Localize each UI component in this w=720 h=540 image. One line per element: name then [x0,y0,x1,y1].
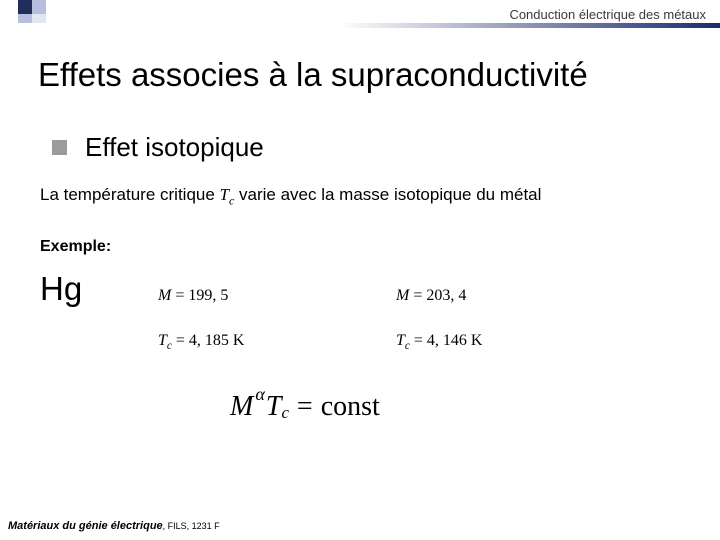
formula-eq: = [297,391,313,423]
formula-M: M [230,391,253,423]
logo-sq-tl [18,0,32,14]
formula-alpha: α [255,384,265,405]
slide-footer: Matériaux du génie électrique, FILS, 123… [8,520,220,532]
isotope-table: Hg M = 199, 5 M = 203, 4 Tc = 4, 185 K T… [40,270,720,352]
header-text: Conduction électrique des métaux [509,7,706,22]
spacer [40,326,158,352]
bullet-icon [52,140,67,155]
isotope-row-tc: Tc = 4, 185 K Tc = 4, 146 K [40,326,720,352]
bullet-label: Effet isotopique [85,132,264,163]
formula-T: T [266,391,282,423]
iso-0-mass: M = 199, 5 [158,281,396,305]
iso-0-tc: Tc = 4, 185 K [158,326,396,352]
iso-1-mass: M = 203, 4 [396,281,634,305]
formula-const: const [321,391,380,423]
formula-c: c [281,403,288,423]
isotope-row-mass: Hg M = 199, 5 M = 203, 4 [40,270,720,308]
desc-suffix: varie avec la masse isotopique du métal [234,185,541,204]
header-title-wrap: Conduction électrique des métaux [46,7,720,22]
iso-1-tc: Tc = 4, 146 K [396,326,634,352]
element-symbol: Hg [40,270,158,308]
formula: MαTc=const [230,391,720,423]
slide-title: Effets associes à la supraconductivité [38,56,720,94]
desc-prefix: La température critique [40,185,220,204]
header-underline [0,23,720,28]
slide-header: Conduction électrique des métaux [0,0,720,28]
logo-sq-tr [32,0,46,14]
footer-rest: , FILS, 1231 F [163,521,220,531]
exemple-label: Exemple: [40,238,720,256]
description: La température critique Tc varie avec la… [40,185,720,208]
bullet-row: Effet isotopique [52,132,720,163]
desc-var-T: T [220,185,229,204]
footer-bold: Matériaux du génie électrique [8,520,163,532]
